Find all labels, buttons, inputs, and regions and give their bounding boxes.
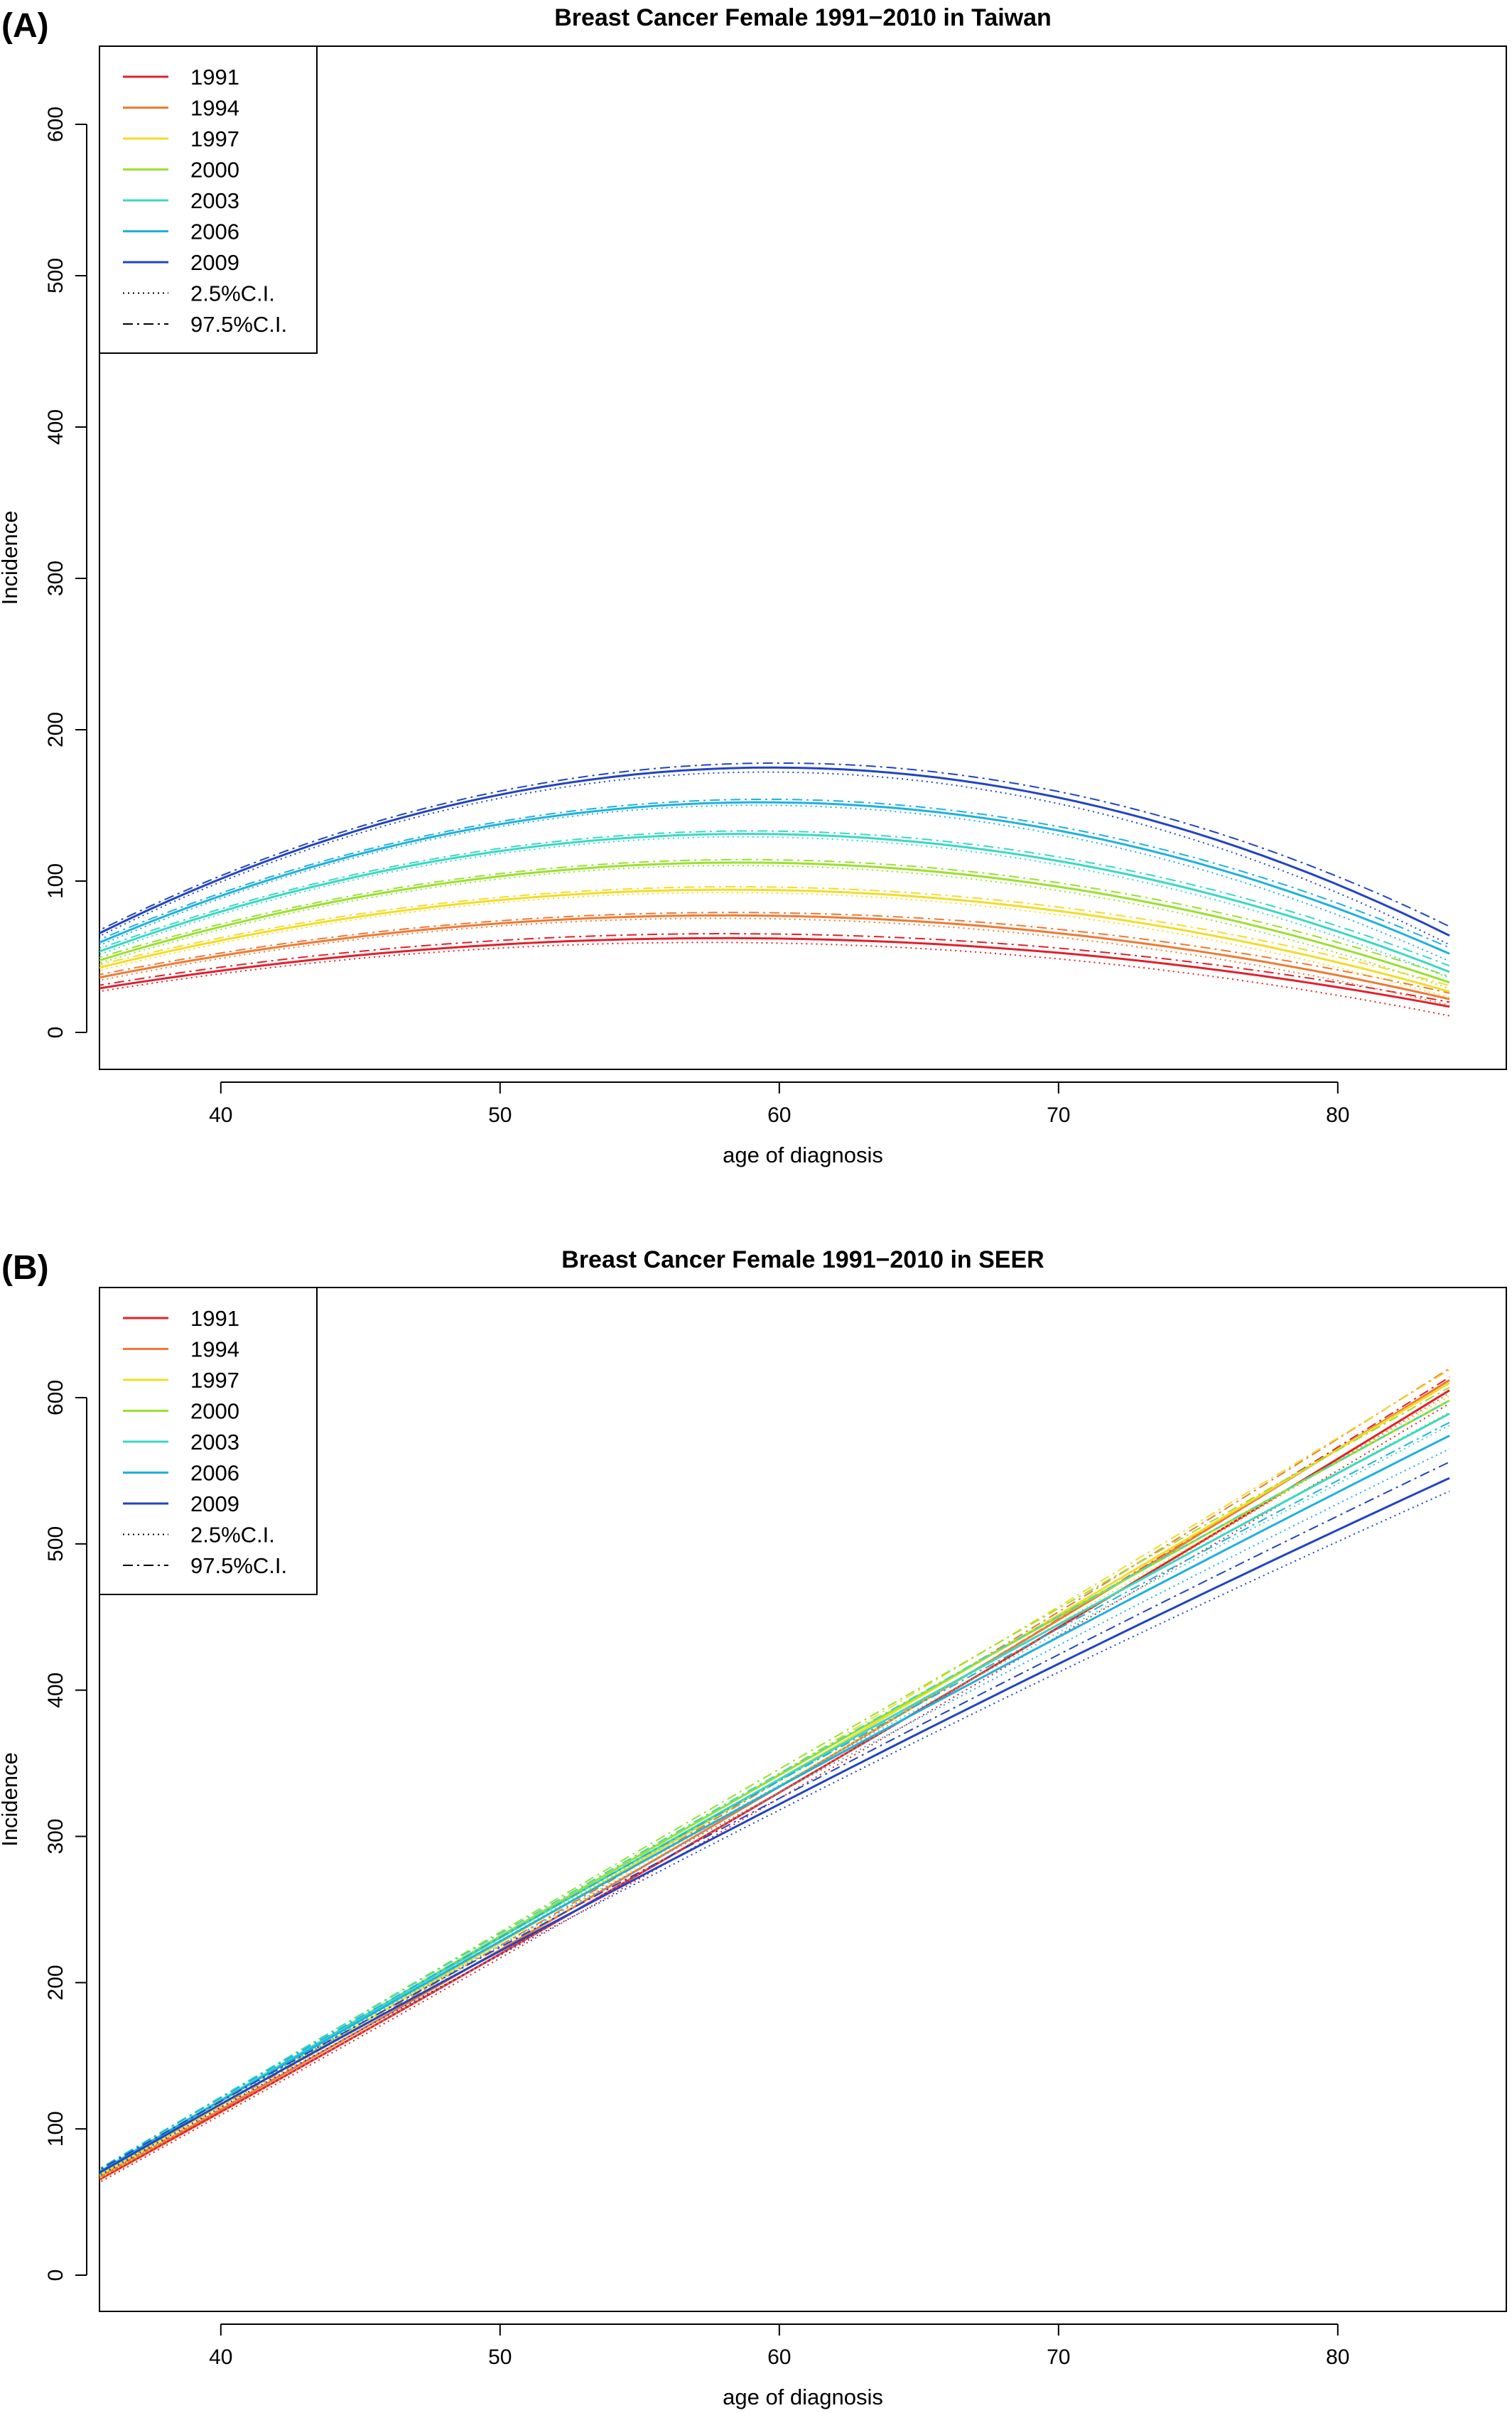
y-tick-label: 600 [44,107,68,142]
legend-label-2006: 2006 [190,1461,239,1486]
series-2006-line [99,1435,1450,2174]
legend-label-2003: 2003 [190,188,239,213]
x-axis: 40 50 60 70 80 age of diagnosis [209,1081,1349,1167]
legend-label-1994: 1994 [190,1337,239,1362]
series-2003-line [99,833,1450,973]
x-axis-title: age of diagnosis [723,2385,883,2409]
series-2006-line [99,801,1450,955]
series-group [99,1367,1450,2183]
panel-label: (A) [1,7,49,45]
legend-label-1994: 1994 [190,96,239,121]
legend-label-2009: 2009 [190,1491,239,1516]
legend-label-2000: 2000 [190,158,239,183]
legend-label-2009: 2009 [190,250,239,275]
series-1991-line [99,936,1450,1008]
y-axis: 0 100 200 300 400 500 600 Incidence [0,107,87,1038]
series-1991-ci-lower [99,1403,1450,2183]
legend: 1991 1994 1997 2000 2003 2006 2009 2.5%C.I. 97.5… [99,45,318,354]
plot-frame [99,45,1507,1070]
legend-label-2000: 2000 [190,1399,239,1424]
legend-label-2006: 2006 [190,220,239,244]
x-tick-label: 40 [209,1103,232,1127]
y-tick-label: 400 [44,409,68,445]
x-tick-label: 50 [488,2345,512,2369]
series-2006-ci-upper [99,798,1450,949]
x-tick-label: 50 [488,1103,512,1127]
series-2003-ci-upper [99,1400,1450,2170]
series-1994-ci-upper [99,912,1450,994]
series-2009-line [99,766,1450,937]
legend-label-ci-upper: 97.5%C.I. [190,1553,287,1578]
y-axis-title: Incidence [0,511,22,605]
series-2003-ci-lower [99,1425,1450,2176]
y-tick-label: 200 [44,712,68,747]
series-2009-ci-upper [99,1461,1450,2171]
y-tick-label: 500 [44,1526,68,1562]
series-1991-ci-upper [99,932,1450,1003]
y-tick-label: 0 [44,1027,68,1039]
series-2006-ci-lower [99,804,1450,962]
y-tick-label: 0 [44,2269,68,2282]
y-tick-label: 500 [44,258,68,293]
legend-label-1991: 1991 [190,1306,239,1331]
x-tick-label: 60 [767,1103,791,1127]
y-tick-label: 300 [44,1818,68,1854]
legend-label-1991: 1991 [190,65,239,90]
y-tick-label: 100 [44,863,68,899]
series-2006-ci-upper [99,1422,1450,2170]
x-axis: 40 50 60 70 80 age of diagnosis [209,2323,1349,2409]
series-2009-ci-upper [99,762,1450,932]
series-2003-ci-lower [99,836,1450,979]
y-axis-title: Incidence [0,1752,22,1847]
series-2009-line [99,1477,1450,2174]
series-2000-line [99,861,1450,984]
x-tick-label: 70 [1047,1103,1070,1127]
x-tick-label: 70 [1047,2345,1070,2369]
series-1997-ci-upper [99,885,1450,986]
series-group [99,762,1450,1017]
series-2009-ci-lower [99,771,1450,946]
x-tick-label: 80 [1326,2345,1349,2369]
y-tick-label: 400 [44,1673,68,1708]
legend-label-ci-upper: 97.5%C.I. [190,312,287,337]
series-1997-line [99,888,1450,993]
chart-panel-a: (A) Breast Cancer Female 1991−2010 in Tai… [0,4,1507,1167]
panel-label: (B) [1,1249,49,1287]
legend-label-ci-lower: 2.5%C.I. [190,281,275,306]
legend-label-2003: 2003 [190,1430,239,1454]
series-2006-ci-lower [99,1448,1450,2176]
x-axis-title: age of diagnosis [723,1143,883,1167]
series-2003-ci-upper [99,830,1450,967]
series-1991-line [99,1389,1450,2181]
series-2003-line [99,1413,1450,2174]
series-1994-ci-lower [99,1392,1450,2182]
series-1994-ci-upper [99,1367,1450,2176]
y-tick-label: 200 [44,1965,68,2000]
legend-label-ci-lower: 2.5%C.I. [190,1523,275,1548]
y-axis: 0 100 200 300 400 500 600 Incidence [0,1380,87,2281]
legend: 1991 1994 1997 2000 2003 2006 2009 2.5%C.I. 97.5… [99,1287,318,1595]
series-2009-ci-lower [99,1490,1450,2177]
y-tick-label: 600 [44,1380,68,1415]
x-tick-label: 40 [209,2345,232,2369]
series-1991-ci-lower [99,941,1450,1017]
y-tick-label: 100 [44,2111,68,2147]
series-2000-ci-upper [99,858,1450,978]
legend-label-1997: 1997 [190,1368,239,1393]
plot-frame [99,1287,1507,2312]
x-tick-label: 60 [767,2345,791,2369]
x-tick-label: 80 [1326,1103,1349,1127]
series-2000-ci-lower [99,865,1450,990]
series-1997-ci-lower [99,892,1450,998]
chart-title: Breast Cancer Female 1991−2010 in Taiwan [554,4,1052,31]
chart-title: Breast Cancer Female 1991−2010 in SEER [561,1246,1044,1273]
legend-label-1997: 1997 [190,126,239,151]
y-tick-label: 300 [44,561,68,596]
series-1994-line [99,914,1450,1000]
chart-panel-b: (B) Breast Cancer Female 1991−2010 in SEE… [0,1246,1507,2409]
